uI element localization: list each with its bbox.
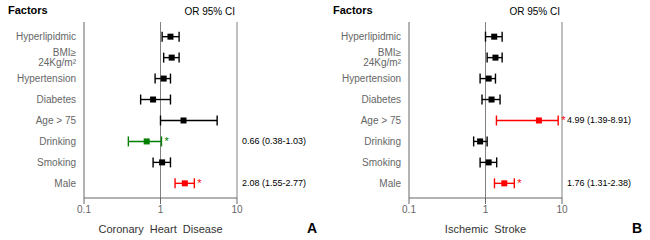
html-text:Factors: Factors (333, 4, 373, 16)
svg-text:Hypertension: Hypertension (17, 73, 76, 84)
svg-text:10: 10 (231, 204, 243, 215)
svg-text:*: * (197, 177, 202, 189)
svg-text:Male: Male (379, 178, 401, 189)
svg-text:0.1: 0.1 (402, 204, 416, 215)
svg-text:Ischemic Stroke: Ischemic Stroke (445, 223, 526, 235)
svg-text:*: * (164, 135, 169, 147)
html-text:OR 95% CI: OR 95% CI (509, 6, 560, 17)
svg-text:Hypertension: Hypertension (342, 73, 401, 84)
svg-text:Male: Male (54, 178, 76, 189)
svg-text:4.99 (1.39-8.91): 4.99 (1.39-8.91) (567, 115, 631, 125)
svg-text:Hyperlipidmic: Hyperlipidmic (341, 31, 401, 42)
svg-text:1: 1 (483, 204, 489, 215)
svg-text:1: 1 (158, 204, 164, 215)
svg-text:*: * (517, 177, 522, 189)
svg-text:Smoking: Smoking (362, 157, 401, 168)
svg-text:Drinking: Drinking (39, 136, 76, 147)
svg-text:Coronary Heart Disease: Coronary Heart Disease (98, 223, 222, 235)
html-text:OR 95% CI: OR 95% CI (184, 6, 235, 17)
svg-text:0.66 (0.38-1.03): 0.66 (0.38-1.03) (242, 136, 306, 146)
svg-text:*: * (561, 114, 566, 126)
svg-text:10: 10 (556, 204, 568, 215)
svg-text:Diabetes: Diabetes (362, 94, 401, 105)
svg-text:Hyperlipidmic: Hyperlipidmic (16, 31, 76, 42)
svg-text:Diabetes: Diabetes (37, 94, 76, 105)
svg-text:Age > 75: Age > 75 (36, 115, 77, 126)
svg-text:BMI≥24Kg/m²: BMI≥24Kg/m² (38, 47, 76, 68)
svg-text:Smoking: Smoking (37, 157, 76, 168)
svg-text:Age > 75: Age > 75 (361, 115, 402, 126)
html-text:B: B (631, 220, 642, 236)
svg-text:Drinking: Drinking (364, 136, 401, 147)
svg-text:2.08 (1.55-2.77): 2.08 (1.55-2.77) (242, 178, 306, 188)
html-text:Factors: Factors (8, 4, 48, 16)
html-text:A: A (306, 220, 317, 236)
svg-text:BMI≥24Kg/m²: BMI≥24Kg/m² (363, 47, 401, 68)
svg-text:1.76 (1.31-2.38): 1.76 (1.31-2.38) (567, 178, 631, 188)
svg-text:0.1: 0.1 (77, 204, 91, 215)
